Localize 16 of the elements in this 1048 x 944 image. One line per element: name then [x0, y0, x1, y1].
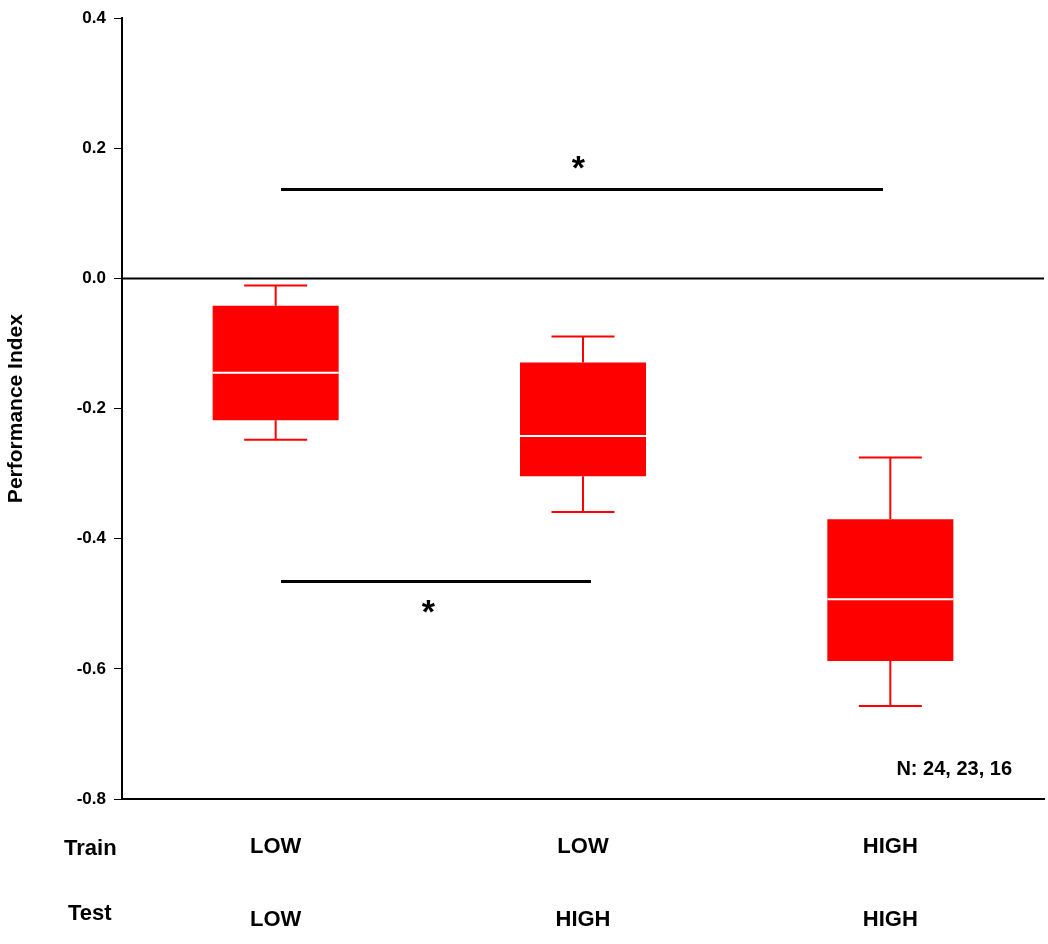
y-tick-label: -0.4: [76, 528, 107, 548]
text: Train: [64, 835, 117, 861]
y-tick-label: -0.2: [76, 398, 106, 418]
category-label: LOW HIGH: [555, 833, 611, 931]
y-tick-label: 0.0: [82, 268, 106, 288]
y-tick-label: -0.8: [76, 788, 106, 808]
category-label: LOW LOW: [250, 833, 302, 931]
category-label: HIGH HIGH: [862, 833, 918, 931]
annotation: *: [571, 148, 585, 188]
text: Test: [68, 900, 112, 926]
y-tick-label: -0.6: [76, 658, 106, 678]
annotation: N: 24, 23, 16: [896, 757, 1012, 780]
y-axis-title: Performance Index: [3, 313, 27, 504]
annotation: *: [421, 592, 436, 632]
y-tick-label: 0.2: [82, 138, 106, 158]
y-tick-label: 0.4: [82, 7, 107, 27]
